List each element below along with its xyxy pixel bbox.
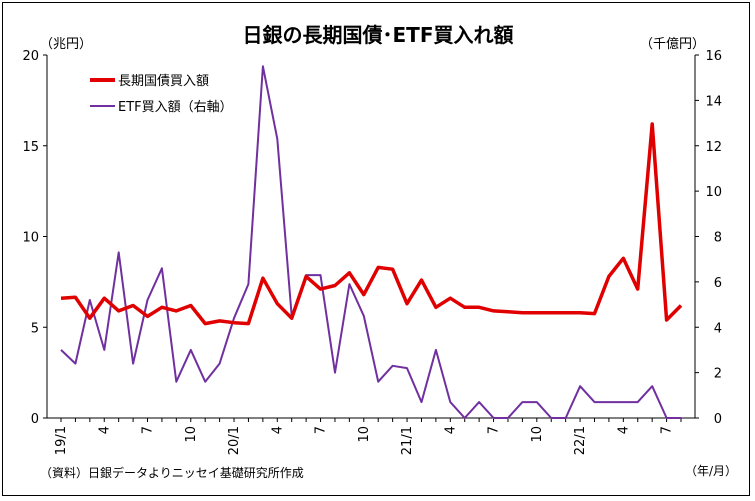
x-tick-label: 19/1: [54, 426, 69, 455]
right-tick-label: 12: [705, 140, 722, 155]
right-tick-label: 4: [714, 321, 722, 336]
left-tick-label: 0: [31, 412, 39, 427]
x-tick-label: 10: [530, 426, 545, 443]
right-tick-label: 14: [705, 94, 722, 109]
left-axis-unit: （兆円）: [40, 37, 92, 52]
legend: 長期国債買入額 ETF買入額（右軸）: [90, 74, 233, 115]
x-tick-label: 4: [616, 426, 631, 434]
series-lines: [60, 65, 683, 419]
x-tick-label: 10: [184, 426, 199, 443]
etf-series-line: [60, 65, 681, 419]
right-tick-label: 8: [714, 231, 722, 246]
right-tick-label: 2: [714, 367, 722, 382]
right-tick-label: 0: [714, 412, 722, 427]
x-tick-label: 7: [660, 426, 675, 434]
chart-title: 日銀の長期国債･ETF買入れ額: [243, 23, 514, 47]
x-tick-label: 4: [270, 426, 285, 434]
right-tick-label: 10: [705, 185, 722, 200]
x-tick-label: 7: [314, 426, 329, 434]
left-tick-label: 15: [22, 140, 39, 155]
x-axis-unit: （年/月）: [685, 464, 737, 478]
right-axis-unit: （千億円）: [640, 36, 705, 52]
right-tick-label: 16: [705, 49, 722, 64]
x-tick-label: 4: [97, 426, 112, 434]
x-tick-label: 7: [487, 426, 502, 434]
x-tick-label: 10: [357, 426, 372, 443]
x-tick-label: 22/1: [573, 426, 588, 455]
legend-label-etf: ETF買入額（右軸）: [118, 100, 233, 115]
jgb-series-line: [60, 122, 683, 326]
left-tick-label: 5: [31, 321, 39, 336]
left-tick-label: 10: [22, 231, 39, 246]
right-tick-label: 6: [714, 276, 722, 291]
chart-frame: [2, 2, 750, 496]
left-tick-label: 20: [22, 49, 39, 64]
x-tick-label: 20/1: [227, 426, 242, 455]
x-tick-label: 21/1: [400, 426, 415, 455]
axes: [43, 54, 699, 422]
source-note: （資料）日銀データよりニッセイ基礎研究所作成: [40, 465, 304, 480]
legend-label-jgb: 長期国債買入額: [118, 74, 209, 89]
x-tick-label: 4: [443, 426, 458, 434]
x-tick-label: 7: [141, 426, 156, 434]
tick-labels: 0 5 10 15 20 0 2 4 6 8 10 12 14 16 19/1 4 7 10 20/1 4 7 10 21/…: [22, 49, 722, 455]
